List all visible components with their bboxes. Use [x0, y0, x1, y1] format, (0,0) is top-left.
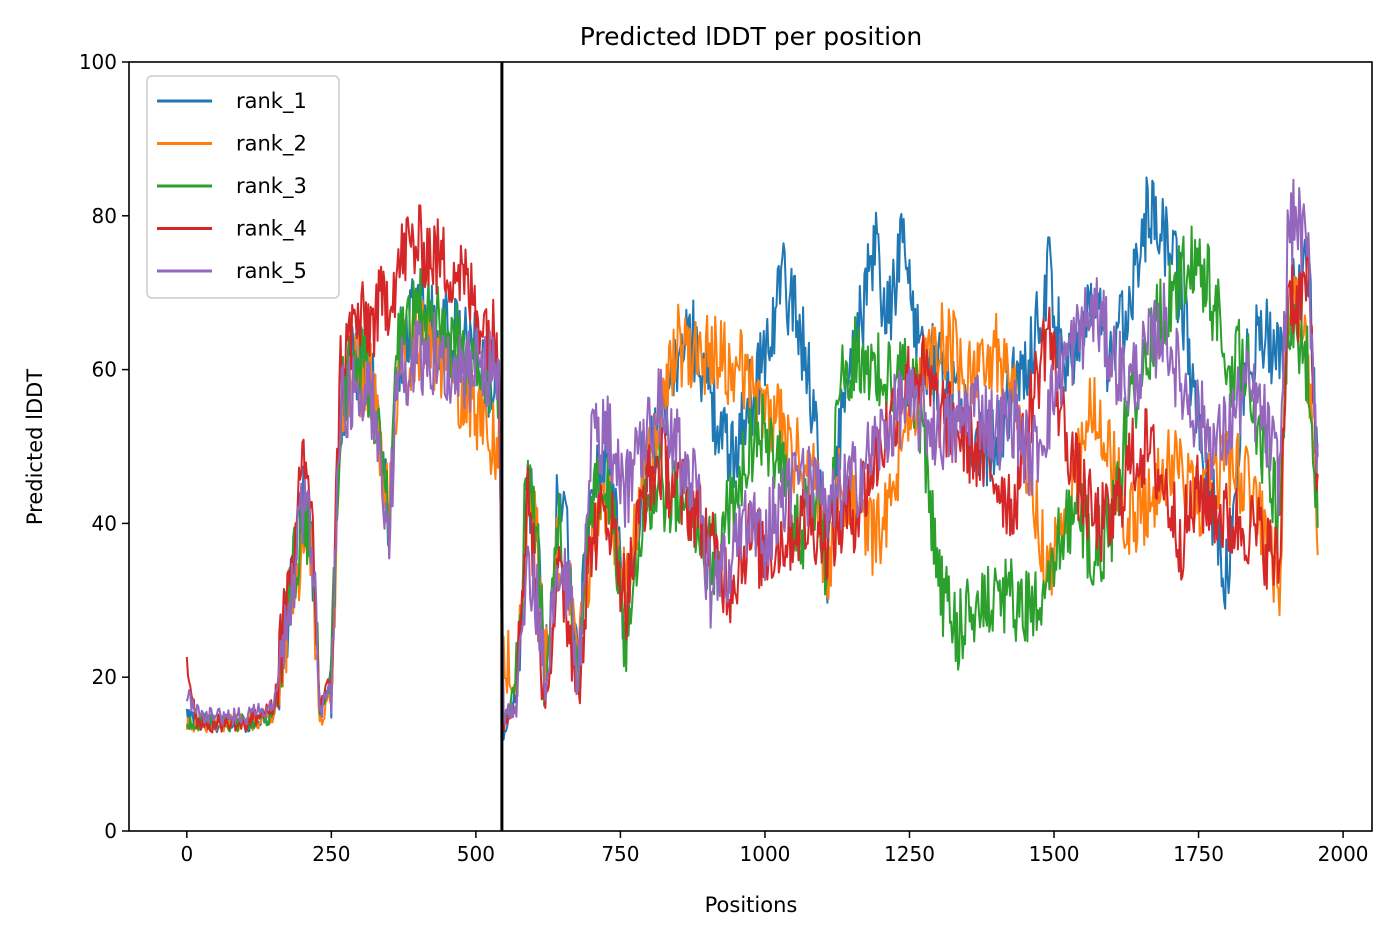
y-tick-label: 20 — [92, 665, 117, 689]
y-tick-label: 100 — [79, 50, 117, 74]
x-tick-label: 1000 — [740, 842, 791, 866]
x-tick-label: 1750 — [1173, 842, 1224, 866]
legend-label-rank_1: rank_1 — [236, 89, 307, 114]
y-tick-label: 80 — [92, 204, 117, 228]
x-axis: 0 250 500 750 1000 1250 1500 1750 2000 — [180, 831, 1369, 866]
x-tick-label: 250 — [312, 842, 350, 866]
y-axis: 0 20 40 60 80 100 — [79, 50, 129, 843]
y-tick-label: 40 — [92, 511, 117, 535]
series-line-rank_5 — [185, 178, 1319, 726]
y-axis-label: Predicted lDDT — [23, 369, 47, 525]
x-axis-label: Positions — [705, 893, 798, 917]
y-tick-label: 60 — [92, 358, 117, 382]
legend-label-rank_3: rank_3 — [236, 174, 307, 199]
y-tick-label: 0 — [104, 819, 117, 843]
legend-label-rank_2: rank_2 — [236, 132, 307, 157]
legend-label-rank_5: rank_5 — [236, 259, 307, 284]
x-tick-label: 500 — [457, 842, 495, 866]
legend: rank_1 rank_2 rank_3 rank_4 rank_5 — [146, 75, 340, 299]
x-tick-label: 1250 — [884, 842, 935, 866]
plot-frame — [128, 61, 1373, 832]
legend-label-rank_4: rank_4 — [236, 217, 307, 242]
chart-title: Predicted lDDT per position — [580, 22, 922, 51]
legend-box — [146, 75, 340, 299]
series-line-rank_2 — [185, 276, 1319, 734]
x-tick-label: 1500 — [1029, 842, 1080, 866]
x-tick-label: 2000 — [1318, 842, 1369, 866]
series-layer — [185, 176, 1319, 741]
x-tick-label: 0 — [180, 842, 193, 866]
x-tick-label: 750 — [601, 842, 639, 866]
